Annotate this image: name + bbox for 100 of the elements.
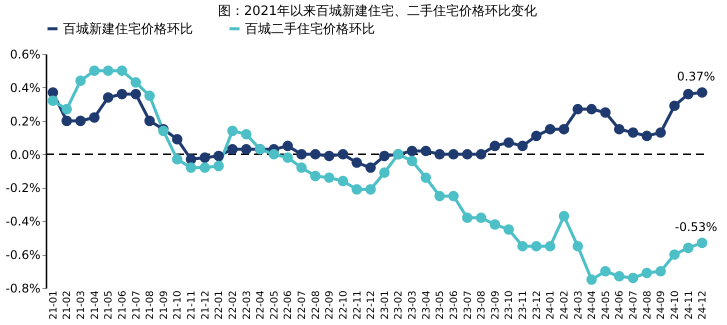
point	[669, 100, 680, 112]
point	[75, 76, 86, 86]
point	[420, 172, 432, 183]
x-tick-label: 22-09	[324, 290, 336, 320]
point	[490, 140, 500, 152]
point	[517, 140, 528, 152]
x-tick-label: 22-03	[242, 290, 253, 320]
y-tick-label: -0.2%	[6, 181, 40, 196]
x-tick-label: 22-06	[283, 290, 294, 320]
point	[628, 127, 638, 138]
point	[200, 162, 210, 173]
x-tick-label: 23-12	[532, 290, 543, 320]
y-tick-label: 0.4%	[10, 80, 40, 95]
point	[282, 140, 293, 152]
x-tick-label: 23-03	[408, 290, 419, 320]
point	[352, 184, 362, 195]
point	[200, 152, 210, 163]
x-tick-label: 21-07	[131, 290, 142, 320]
x-tick-label: 22-05	[269, 290, 280, 320]
x-tick-label: 21-11	[186, 290, 198, 320]
point	[116, 88, 128, 100]
x-tick-label: 24-01	[546, 290, 557, 320]
x-tick-label: 23-09	[490, 290, 502, 320]
point	[572, 240, 584, 252]
point	[213, 150, 224, 162]
point	[517, 240, 528, 252]
x-tick-label: 21-09	[158, 290, 170, 320]
point	[241, 128, 252, 140]
point	[116, 65, 128, 76]
point	[642, 130, 652, 142]
point	[448, 149, 459, 160]
point	[696, 238, 708, 248]
point	[282, 152, 293, 163]
point	[462, 212, 473, 224]
point	[572, 104, 584, 114]
x-tick-label: 21-01	[48, 290, 60, 320]
point	[586, 104, 597, 114]
x-tick-label: 22-07	[297, 290, 308, 320]
annotation: 0.37%	[677, 69, 716, 84]
point	[324, 172, 334, 183]
point	[476, 149, 486, 160]
x-tick-label: 23-07	[462, 290, 474, 320]
point	[172, 134, 182, 144]
point	[48, 96, 58, 106]
x-tick-label: 23-08	[476, 290, 488, 320]
x-tick-label: 23-02	[394, 290, 405, 320]
point	[213, 160, 224, 172]
point	[102, 65, 114, 76]
x-tick-label: 22-04	[256, 290, 267, 320]
x-tick-label: 24-03	[573, 290, 584, 320]
legend-label: 百城二手住宅价格环比	[245, 20, 375, 37]
x-tick-label: 21-08	[145, 290, 156, 320]
point	[338, 149, 348, 160]
x-tick-label: 24-07	[628, 290, 640, 320]
x-tick-label: 24-10	[670, 290, 681, 320]
point	[324, 150, 334, 162]
point	[365, 162, 376, 173]
x-tick-label: 23-11	[518, 290, 530, 320]
x-tick-label: 24-02	[559, 290, 570, 320]
point	[130, 88, 142, 100]
x-tick-label: 23-04	[421, 290, 432, 320]
x-tick-label: 24-05	[600, 290, 612, 320]
point	[531, 240, 542, 252]
point	[544, 124, 556, 134]
chart-title: 图：2021年以来百城新建住宅、二手住宅价格环比变化	[218, 3, 538, 19]
point	[434, 190, 445, 202]
x-tick-label: 22-08	[310, 290, 322, 320]
point	[614, 271, 624, 282]
point	[544, 240, 556, 252]
x-tick-label: 23-10	[504, 290, 516, 320]
x-tick-label: 22-10	[338, 290, 350, 320]
point	[420, 146, 432, 156]
point	[628, 272, 638, 284]
y-tick-label: 0.6%	[10, 48, 40, 62]
x-tick-label: 21-03	[76, 290, 88, 320]
x-tick-label: 21-05	[104, 290, 115, 320]
point	[130, 77, 142, 88]
point	[503, 137, 514, 148]
point	[558, 124, 570, 134]
point	[669, 249, 680, 260]
point	[490, 219, 500, 230]
point	[227, 144, 238, 155]
point	[600, 107, 611, 118]
y-tick-label: -0.6%	[6, 248, 40, 262]
point	[61, 116, 72, 126]
point	[655, 127, 666, 138]
point	[600, 266, 611, 277]
y-tick-label: 0.0%	[10, 148, 40, 162]
x-tick-label: 22-11	[352, 290, 364, 320]
x-tick-label: 21-12	[200, 290, 212, 320]
x-tick-label: 21-10	[172, 290, 184, 320]
point	[310, 170, 321, 182]
point	[296, 149, 307, 160]
point	[241, 144, 252, 155]
point	[379, 150, 390, 162]
x-tick-label: 22-12	[366, 290, 378, 320]
x-tick-label: 24-11	[684, 290, 695, 320]
point	[268, 149, 280, 160]
point	[476, 212, 486, 224]
point	[352, 157, 362, 168]
